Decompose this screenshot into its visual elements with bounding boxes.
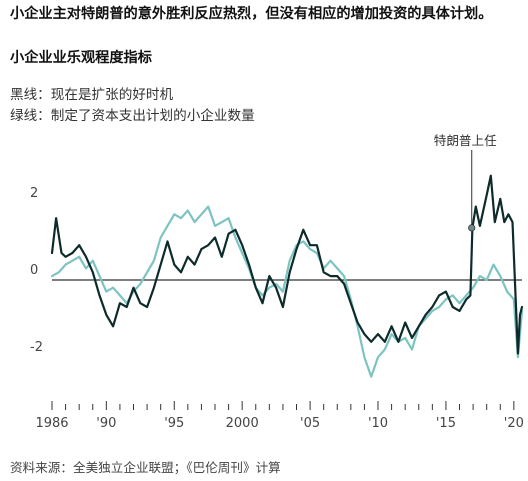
series-line-black — [50, 174, 524, 355]
chart-subtitle: 小企业业乐观程度指标 — [10, 50, 152, 66]
y-tick-label: 0 — [30, 263, 38, 278]
y-tick-label: -2 — [30, 340, 43, 355]
legend-black-line: 黑线：现在是扩张的好时机 — [10, 87, 174, 103]
x-tick-label: '95 — [164, 416, 184, 431]
x-tick-label: '20 — [504, 416, 524, 431]
x-tick-label: '15 — [436, 416, 456, 431]
y-axis-layer: 2 0 -2 — [30, 186, 522, 355]
y-tick-label: 2 — [30, 186, 38, 201]
annotation-label: 特朗普上任 — [434, 133, 497, 148]
series-layer — [50, 174, 524, 378]
legend-green-line: 绿线：制定了资本支出计划的小企业数量 — [10, 108, 255, 124]
x-tick-label: '90 — [96, 416, 116, 431]
x-tick-label: '10 — [368, 416, 388, 431]
line-chart: 2 0 -2 1986 '90 '95 2000 '05 '10 '15 '20 特朗普上任 — [30, 133, 524, 431]
x-tick-label: 1986 — [35, 416, 68, 431]
annotation-layer: 特朗普上任 — [434, 133, 497, 232]
source-note: 资料来源：全美独立企业联盟；《巴伦周刊》计算 — [10, 460, 281, 475]
x-tick-label: 2000 — [226, 416, 259, 431]
headline: 小企业主对特朗普的意外胜利反应热烈，但没有相应的增加投资的具体计划。 — [10, 6, 493, 22]
x-axis: 1986 '90 '95 2000 '05 '10 '15 '20 — [35, 401, 524, 431]
annotation-marker — [468, 224, 476, 232]
x-tick-label: '05 — [300, 416, 320, 431]
